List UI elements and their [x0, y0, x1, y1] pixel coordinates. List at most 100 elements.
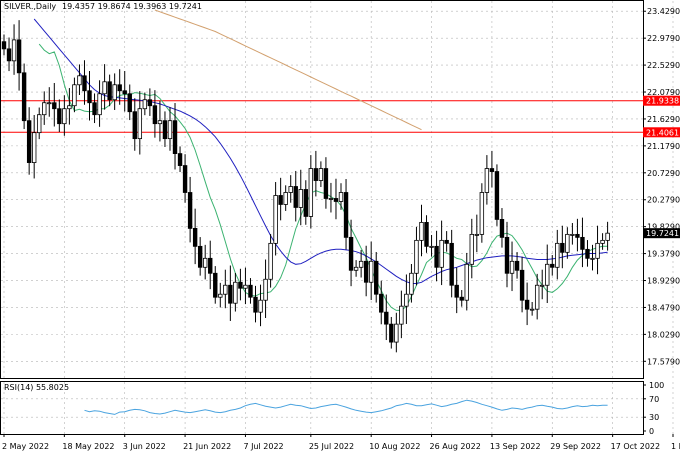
price-tick-label: 18.4790: [647, 303, 680, 312]
candle-body: [384, 311, 389, 325]
candle-body: [67, 105, 72, 110]
candle-body: [303, 189, 308, 217]
candle-body: [550, 263, 555, 268]
candle-body: [87, 90, 92, 104]
candle-body: [318, 168, 324, 181]
candle-body: [565, 233, 570, 253]
candle-body: [263, 278, 268, 301]
rsi-tick-label: 0: [649, 427, 654, 436]
candle-body: [52, 102, 57, 110]
date-tick-label: 1 Nov 2022: [671, 442, 680, 451]
candle-body: [57, 108, 62, 125]
candle-body: [117, 84, 122, 92]
candle-body: [449, 242, 454, 286]
date-tick-label: 17 Oct 2022: [611, 442, 660, 451]
candle-body: [147, 99, 153, 107]
candle-body: [358, 260, 364, 268]
last-price-tag: [643, 228, 680, 239]
candle-body: [97, 93, 102, 116]
candle-body: [107, 81, 112, 101]
date-tick-label: 3 Jun 2022: [123, 442, 166, 451]
price-tick-label: 20.2790: [647, 196, 680, 205]
candle-body: [499, 219, 505, 238]
candle-body: [253, 296, 258, 313]
sma-fast-line: [38, 43, 608, 311]
candle-body: [77, 75, 82, 86]
candle-body: [273, 195, 278, 244]
candle-body: [328, 198, 334, 200]
candle-body: [187, 192, 193, 229]
candle-body: [474, 233, 480, 236]
candle-body: [404, 293, 409, 307]
price-tick-label: 18.9290: [647, 277, 680, 286]
candle-body: [424, 222, 429, 247]
candle-body: [368, 260, 374, 283]
date-tick-label: 21 Jun 2022: [183, 442, 231, 451]
price-panel-frame: [0, 0, 644, 379]
candle-body: [419, 222, 424, 241]
horizontal-level-label: 21.9338: [646, 97, 679, 106]
candle-body: [192, 227, 198, 247]
label-layer: 21.9338 21.4061 19.7241: [643, 95, 680, 239]
candle-body: [454, 284, 459, 298]
candle-body: [504, 236, 510, 274]
candle-body: [363, 260, 369, 283]
candle-body: [529, 308, 535, 311]
candle-body: [1, 41, 7, 50]
candle-body: [555, 242, 560, 268]
rsi-label: RSI(14) 55.8025: [4, 383, 69, 392]
price-tick-label: 17.5790: [647, 357, 680, 366]
price-tick-label: 18.0290: [647, 330, 680, 339]
candle-body: [353, 266, 359, 271]
candle-body: [258, 299, 263, 313]
horizontal-level-tag: [643, 127, 680, 138]
candle-body: [434, 245, 439, 268]
candle-body: [278, 195, 283, 205]
candle-body: [414, 239, 419, 274]
candle-body: [122, 90, 127, 95]
rsi-tick-label: 70: [649, 395, 659, 404]
candle-body: [484, 168, 490, 193]
candle-body: [177, 153, 183, 166]
candle-body: [394, 323, 399, 343]
last-price-label: 19.7241: [646, 229, 679, 238]
candle-body: [243, 284, 248, 289]
candle-body: [595, 242, 600, 259]
candle-body: [233, 281, 238, 304]
candle-body: [514, 260, 520, 271]
candle-body: [580, 236, 585, 250]
candle-body: [283, 192, 288, 205]
candle-body: [590, 257, 595, 260]
sma-slow-line: [154, 9, 422, 131]
candle-body: [348, 236, 354, 271]
candle-body: [570, 233, 575, 236]
candle-body: [182, 165, 188, 193]
candle-body: [509, 260, 515, 274]
candle-body: [298, 189, 303, 208]
rsi-tick-label: 30: [649, 413, 659, 422]
candle-body: [575, 233, 580, 238]
candle-body: [16, 39, 22, 74]
candle-body: [42, 102, 47, 116]
date-tick-label: 7 Jul 2022: [243, 442, 283, 451]
price-tick-label: 21.1790: [647, 142, 680, 151]
candle-body: [519, 269, 525, 301]
candle-body: [167, 120, 173, 140]
candle-body: [172, 120, 178, 154]
candle-body: [540, 284, 545, 287]
candle-body: [228, 284, 233, 304]
candle-body: [459, 296, 464, 301]
price-tick-label: 19.8290: [647, 223, 680, 232]
horizontal-lines-layer: [1, 100, 643, 133]
candle-body: [524, 299, 530, 310]
price-tick-label: 22.5290: [647, 61, 680, 70]
price-tick-label: 19.3790: [647, 250, 680, 259]
price-tick-label: 22.0790: [647, 88, 680, 97]
candle-body: [560, 242, 565, 253]
candle-body: [47, 102, 52, 105]
candle-body: [379, 293, 384, 313]
candle-body: [248, 284, 253, 298]
candle-body: [469, 233, 474, 265]
horizontal-level-label: 21.4061: [646, 128, 679, 137]
